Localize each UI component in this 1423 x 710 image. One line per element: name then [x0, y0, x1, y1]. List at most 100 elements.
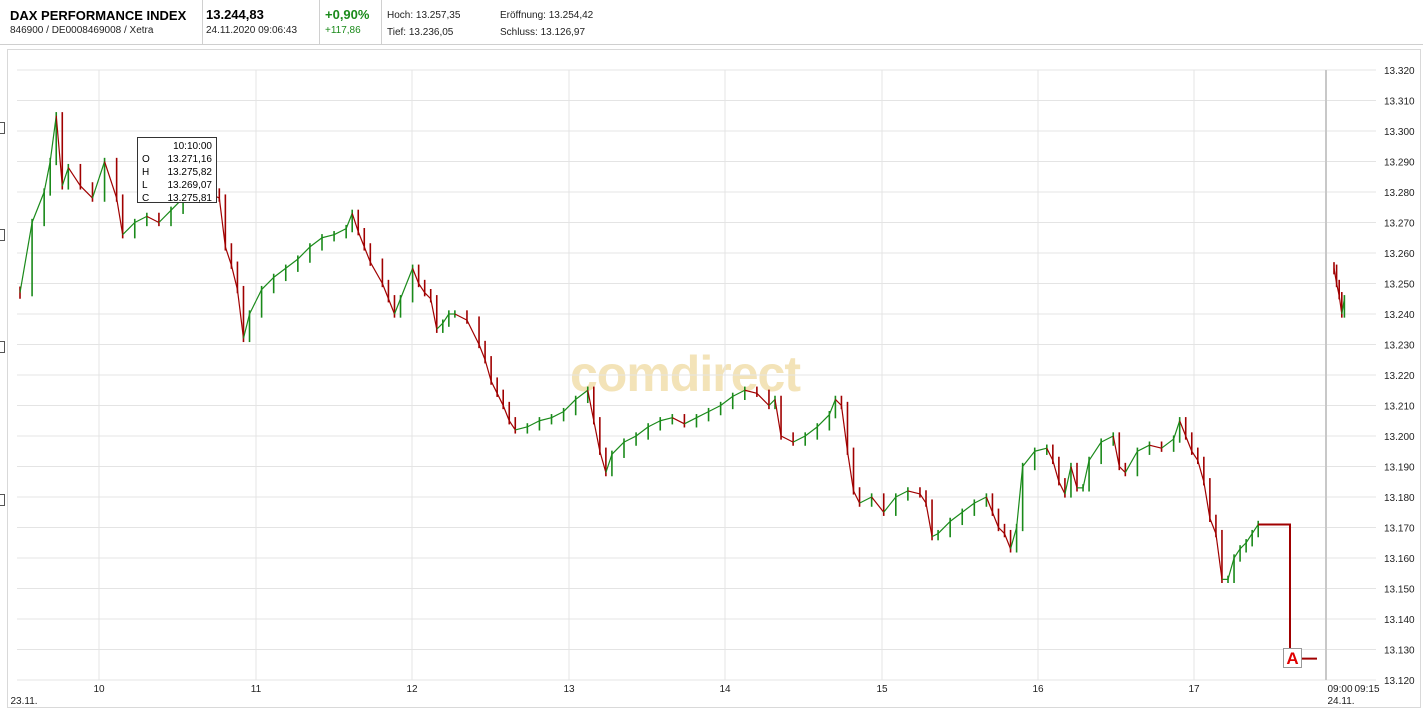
candle-segment: [774, 399, 782, 437]
last-price: 13.244,83: [206, 7, 264, 22]
tooltip-high-label: H: [142, 167, 150, 178]
day-open: Eröffnung: 13.254,42: [500, 10, 594, 21]
tooltip-close-label: C: [142, 193, 150, 204]
candle-segment: [345, 213, 353, 229]
x-tick-label: 12: [406, 684, 418, 695]
candle-segment: [919, 493, 927, 504]
candle-segment: [846, 451, 855, 491]
candle-segment: [393, 298, 402, 315]
candle-segment: [261, 276, 275, 291]
candle-segment: [883, 496, 897, 513]
y-tick-label: 13.260: [1384, 249, 1415, 260]
tooltip-close-value: 13.275,81: [167, 193, 213, 204]
price-cell: 13.244,83 24.11.2020 09:06:43: [202, 0, 320, 44]
candle-segment: [1058, 481, 1066, 495]
candle-segment: [720, 395, 734, 406]
x-tick-label: 23.11.: [10, 696, 37, 707]
candle-segment: [599, 451, 607, 473]
candle-segment: [230, 265, 239, 290]
x-tick-label: 17: [1188, 684, 1200, 695]
y-tick-label: 13.130: [1384, 646, 1415, 657]
change-cell: +0,90% +117,86: [319, 0, 382, 44]
candle-segment: [991, 512, 1000, 528]
candle-segment: [79, 185, 93, 199]
tooltip-open-label: O: [142, 154, 150, 165]
tooltip-open-value: 13.271,16: [167, 154, 213, 165]
candle-segment: [242, 313, 251, 339]
candle-segment: [539, 417, 552, 422]
y-tick-label: 13.180: [1384, 493, 1415, 504]
candle-segment: [1179, 420, 1187, 437]
y-tick-label: 13.310: [1384, 97, 1415, 108]
candle-segment: [297, 246, 311, 260]
candle-segment: [925, 502, 933, 537]
candle-segment: [43, 161, 51, 193]
y-tick-label: 13.220: [1384, 371, 1415, 382]
candle-segment: [732, 389, 746, 397]
candle-segment: [859, 496, 872, 504]
left-edge-tab[interactable]: [0, 494, 5, 506]
x-tick-label: 13: [563, 684, 575, 695]
tooltip-low-label: L: [142, 180, 148, 191]
candle-segment: [490, 380, 498, 394]
candle-segment: [974, 496, 987, 504]
candle-segment: [1215, 533, 1223, 580]
candle-segment: [840, 405, 849, 452]
y-tick-label: 13.270: [1384, 219, 1415, 230]
candle-segment: [309, 237, 323, 248]
candle-segment: [321, 234, 335, 239]
y-tick-label: 13.200: [1384, 432, 1415, 443]
candle-segment: [696, 411, 709, 419]
candle-segment: [828, 399, 836, 415]
candle-segment: [949, 511, 963, 522]
candle-segment: [587, 390, 595, 421]
candle-segment: [647, 420, 661, 428]
chart-frame: [7, 49, 1421, 708]
candle-segment: [116, 198, 124, 235]
y-tick-label: 13.230: [1384, 341, 1415, 352]
candle-segment: [1124, 450, 1138, 473]
tooltip-low-value: 13.269,07: [167, 180, 213, 191]
candle-segment: [1227, 557, 1235, 580]
candle-segment: [780, 435, 794, 443]
candle-segment: [1197, 460, 1205, 482]
candle-segment: [998, 527, 1005, 535]
candle-segment: [103, 161, 118, 199]
x-tick-label: 09:00: [1327, 684, 1352, 695]
candle-segment: [1100, 435, 1114, 443]
left-edge-tab[interactable]: [0, 229, 5, 241]
event-marker-a[interactable]: A: [1283, 648, 1302, 668]
candle-segment: [236, 289, 245, 339]
candle-segment: [484, 359, 492, 382]
candle-segment: [31, 191, 45, 223]
candle-segment: [660, 417, 673, 422]
y-tick-label: 13.300: [1384, 127, 1415, 138]
watermark-logo: comdirect: [570, 346, 801, 402]
candle-segment: [399, 268, 414, 299]
candle-segment: [744, 389, 758, 394]
candle-segment: [907, 490, 921, 495]
candle-segment: [418, 283, 426, 293]
left-edge-tab[interactable]: [0, 341, 5, 353]
y-tick-label: 13.250: [1384, 280, 1415, 291]
ohlc-tooltip: 10:10:00 O 13.271,16 H 13.275,82 L 13.269,0…: [137, 137, 217, 204]
candle-segment: [768, 398, 776, 406]
y-tick-label: 13.160: [1384, 554, 1415, 565]
candle-segment: [1239, 542, 1247, 550]
candle-segment: [442, 313, 450, 324]
candle-segment: [55, 115, 63, 186]
candle-segment: [871, 496, 885, 513]
tooltip-high-value: 13.275,82: [167, 167, 213, 178]
candle-segment: [146, 215, 160, 224]
candle-segment: [478, 344, 486, 360]
candle-segment: [1191, 450, 1199, 461]
left-edge-tab[interactable]: [0, 122, 5, 134]
candle-segment: [708, 404, 721, 413]
chart-grid: [17, 69, 1376, 681]
candle-segment: [1046, 447, 1054, 461]
candlestick-series: [19, 112, 1346, 660]
y-tick-label: 13.320: [1384, 66, 1415, 77]
tooltip-time: 10:10:00: [173, 141, 212, 152]
